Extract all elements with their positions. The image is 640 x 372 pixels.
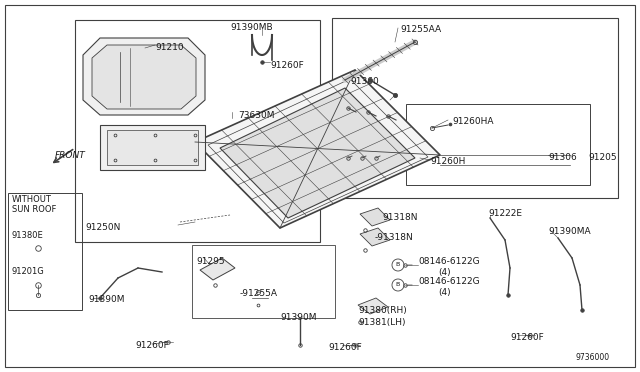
Text: 91210: 91210	[155, 44, 184, 52]
Polygon shape	[200, 258, 235, 280]
Text: 91390MB: 91390MB	[230, 22, 273, 32]
Text: 91260HA: 91260HA	[452, 118, 493, 126]
Text: 91250N: 91250N	[85, 224, 120, 232]
Text: 91205: 91205	[588, 154, 616, 163]
Bar	[8, 193, 82, 310]
Text: 91380(RH): 91380(RH)	[358, 305, 407, 314]
Text: (4): (4)	[438, 269, 451, 278]
Text: -91255A: -91255A	[240, 289, 278, 298]
Text: 91255AA: 91255AA	[400, 26, 441, 35]
Text: 91260F: 91260F	[328, 343, 362, 353]
Text: 91318N: 91318N	[382, 214, 417, 222]
Text: 08146-6122G: 08146-6122G	[418, 278, 479, 286]
Text: 91260H: 91260H	[430, 157, 465, 167]
Text: B: B	[396, 263, 400, 267]
Polygon shape	[83, 38, 205, 115]
Polygon shape	[100, 125, 205, 170]
Text: 91201G: 91201G	[12, 267, 45, 276]
Polygon shape	[220, 88, 415, 218]
Text: 91260F: 91260F	[510, 334, 544, 343]
Polygon shape	[107, 130, 198, 165]
Text: FRONT: FRONT	[55, 151, 86, 160]
Text: 08146-6122G: 08146-6122G	[418, 257, 479, 266]
Text: 73630M: 73630M	[238, 110, 275, 119]
Bar	[406, 104, 590, 185]
Text: -91318N: -91318N	[375, 234, 413, 243]
Text: 91380E: 91380E	[12, 231, 44, 240]
Polygon shape	[360, 228, 390, 246]
Text: SUN ROOF: SUN ROOF	[12, 205, 56, 215]
Text: (4): (4)	[438, 289, 451, 298]
Text: 91306: 91306	[548, 154, 577, 163]
Bar	[75, 20, 320, 242]
Text: 91390M: 91390M	[280, 314, 317, 323]
Text: 91360: 91360	[350, 77, 379, 87]
Text: 9736000: 9736000	[576, 353, 610, 362]
Text: 91381(LH): 91381(LH)	[358, 317, 406, 327]
Polygon shape	[92, 45, 196, 109]
Text: 91260F: 91260F	[135, 341, 169, 350]
Text: 91390MA: 91390MA	[548, 228, 591, 237]
Text: WITHOUT: WITHOUT	[12, 196, 52, 205]
Polygon shape	[195, 70, 440, 228]
Text: 91222E: 91222E	[488, 208, 522, 218]
Text: 91390M: 91390M	[88, 295, 125, 305]
Polygon shape	[360, 208, 390, 226]
Bar	[332, 18, 618, 198]
Text: B: B	[396, 282, 400, 288]
Polygon shape	[358, 298, 388, 314]
Text: 91260F: 91260F	[270, 61, 304, 70]
Text: 91295: 91295	[196, 257, 225, 266]
Bar	[192, 245, 335, 318]
